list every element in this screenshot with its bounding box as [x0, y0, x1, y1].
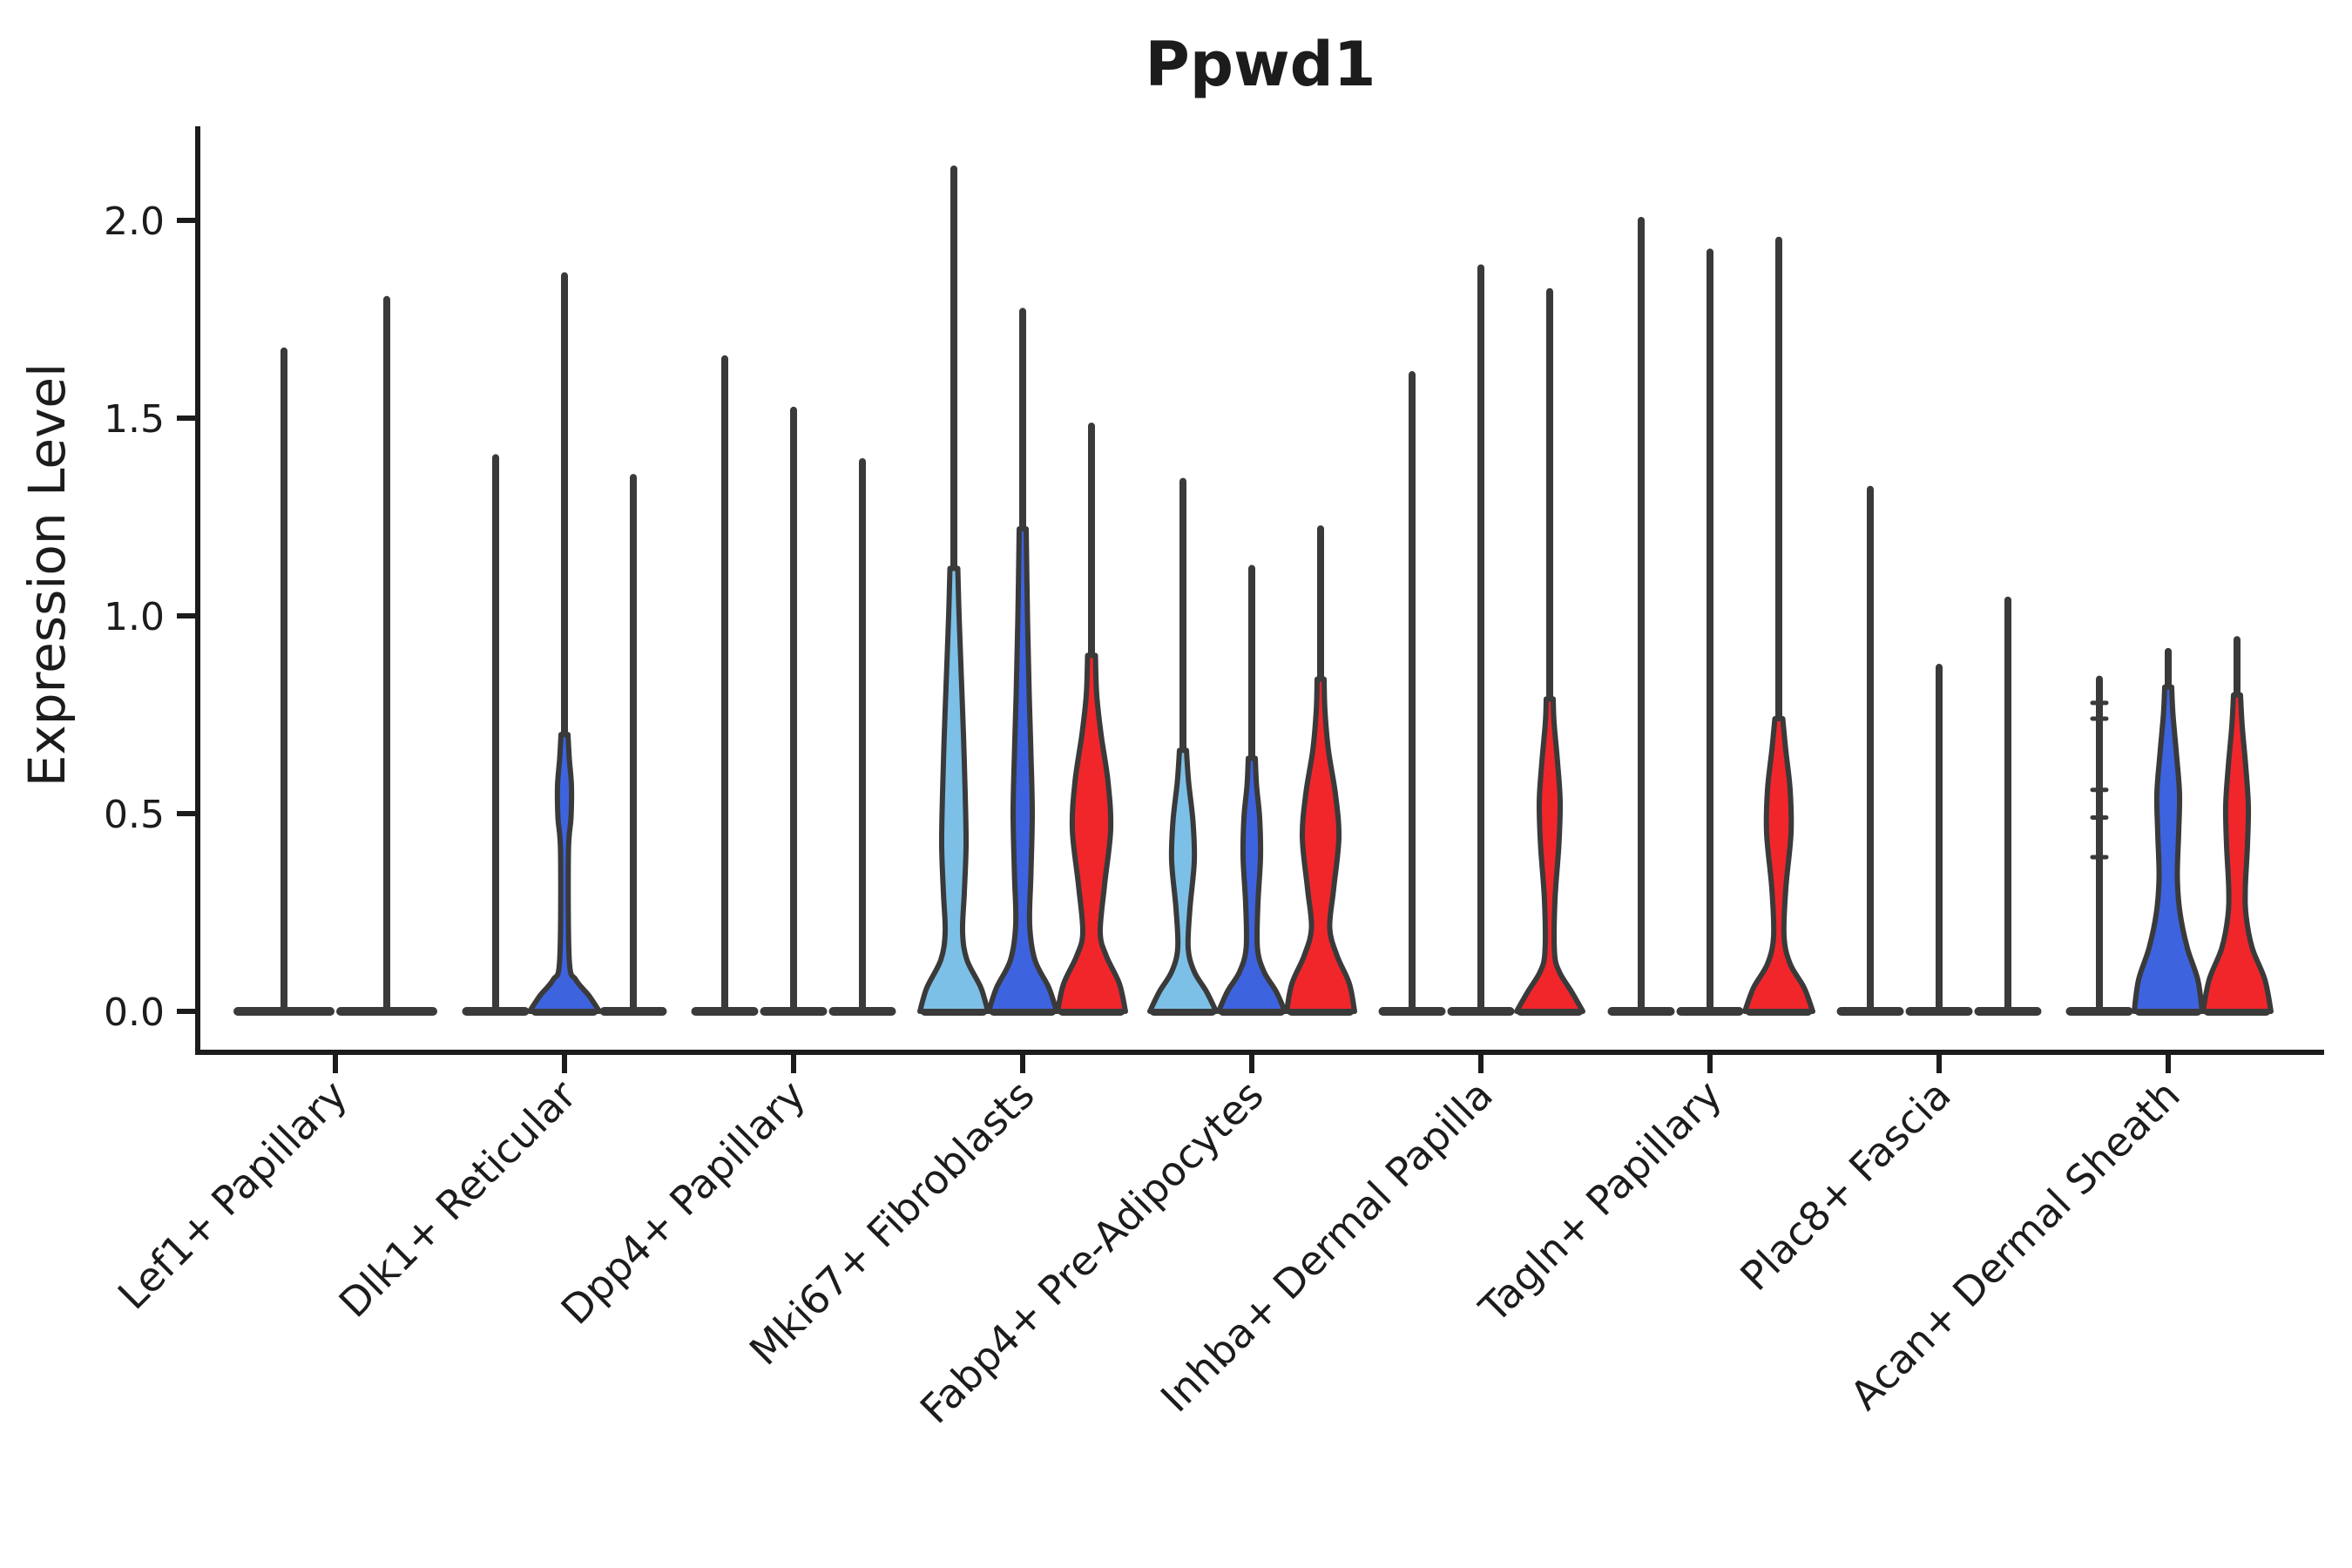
x-tick-label: Plac8+ Fascia	[1731, 1071, 1959, 1300]
x-tick-label: Lef1+ Papillary	[109, 1071, 356, 1319]
violin-body	[1284, 676, 1357, 1014]
violin-body	[2132, 684, 2205, 1014]
violin-body	[2200, 692, 2274, 1014]
violin-body	[986, 526, 1059, 1014]
x-tick-label: Dlk1+ Reticular	[330, 1071, 585, 1327]
y-tick-label: 0.5	[104, 793, 165, 837]
chart-title: Ppwd1	[1146, 29, 1376, 100]
violin-body	[1514, 696, 1585, 1014]
violin-body	[1742, 716, 1815, 1014]
y-axis-label: Expression Level	[17, 363, 77, 787]
violin-body	[1216, 755, 1288, 1014]
y-tick-label: 2.0	[104, 199, 165, 244]
y-tick-label: 1.5	[104, 397, 165, 442]
y-tick-label: 1.0	[104, 595, 165, 639]
y-tick-label: 0.0	[104, 990, 165, 1035]
violin-body	[1147, 747, 1219, 1014]
x-tick-label: Tagln+ Papillary	[1470, 1071, 1731, 1333]
violin-body	[917, 565, 990, 1014]
x-tick-label: Dpp4+ Papillary	[552, 1071, 814, 1334]
violin-body	[1055, 652, 1128, 1014]
violin-body	[527, 732, 602, 1014]
